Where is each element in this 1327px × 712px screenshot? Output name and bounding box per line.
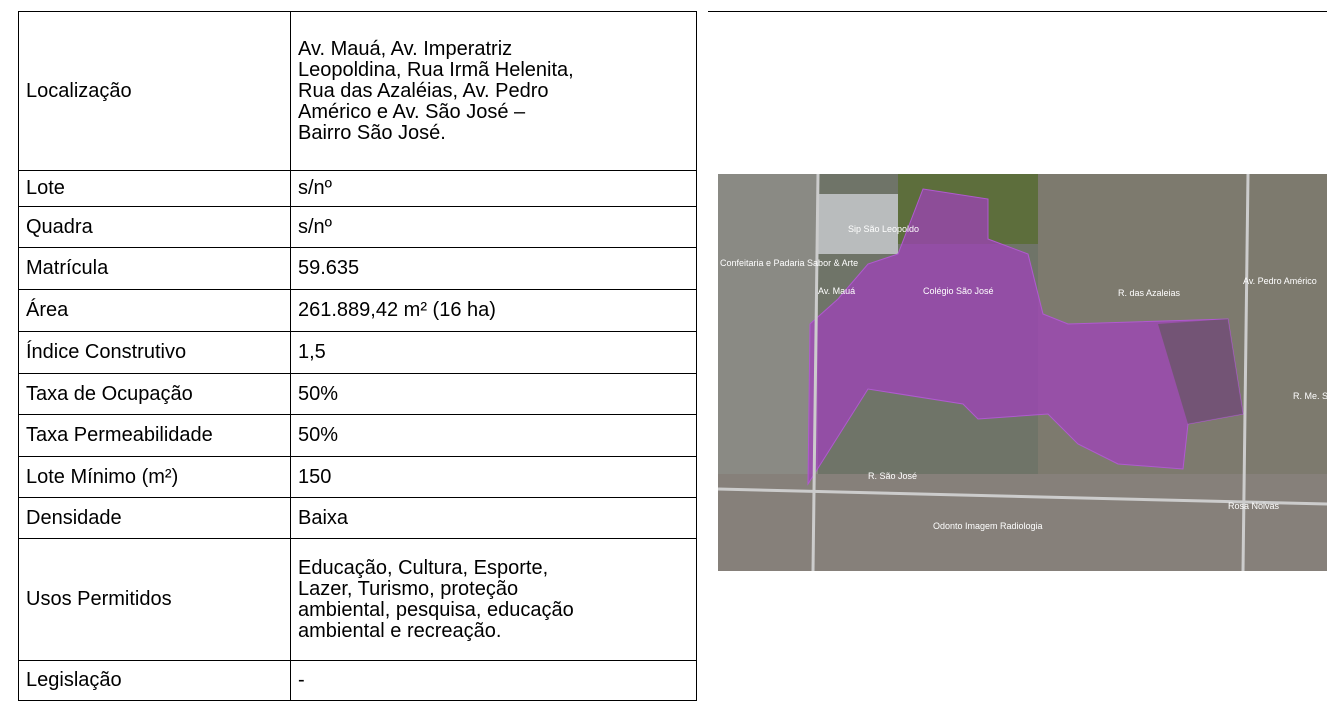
value-cell: 59.635 xyxy=(291,248,697,290)
table-row: Lote Mínimo (m²) 150 xyxy=(19,457,697,498)
label-cell: Usos Permitidos xyxy=(19,539,291,661)
cell-line: Bairro São José. xyxy=(298,123,690,144)
map-label: Colégio São José xyxy=(923,286,994,296)
value-cell: 150 xyxy=(291,457,697,498)
label-cell: Índice Construtivo xyxy=(19,332,291,374)
table-row: Lote s/nº xyxy=(19,171,697,207)
map-label: R. Me. Selina xyxy=(1293,391,1327,401)
cell-line: 59.635 xyxy=(298,258,690,279)
cell-line: 1,5 xyxy=(298,342,690,363)
table-row: Índice Construtivo 1,5 xyxy=(19,332,697,374)
value-cell: 261.889,42 m² (16 ha) xyxy=(291,290,697,332)
cell-line: Lazer, Turismo, proteção xyxy=(298,579,690,600)
table-row: Taxa de Ocupação 50% xyxy=(19,374,697,415)
cell-line: Rua das Azaléias, Av. Pedro xyxy=(298,81,690,102)
label-cell: Taxa Permeabilidade xyxy=(19,415,291,457)
cell-line: ambiental, pesquisa, educação xyxy=(298,600,690,621)
value-cell: 50% xyxy=(291,415,697,457)
table-row: Matrícula 59.635 xyxy=(19,248,697,290)
label-cell: Quadra xyxy=(19,207,291,248)
label-cell: Lote xyxy=(19,171,291,207)
cell-line: ambiental e recreação. xyxy=(298,621,690,642)
cell-line: Américo e Av. São José – xyxy=(298,102,690,123)
label-cell: Legislação xyxy=(19,661,291,701)
value-cell: Baixa xyxy=(291,498,697,539)
cell-line: 50% xyxy=(298,384,690,405)
cell-line: Baixa xyxy=(298,508,690,529)
label-cell: Matrícula xyxy=(19,248,291,290)
map-label: Sip São Leopoldo xyxy=(848,224,919,234)
map-label: R. São José xyxy=(868,471,917,481)
cell-line: 150 xyxy=(298,467,690,488)
map-label: Confeitaria e Padaria Sabor & Arte xyxy=(720,258,858,268)
value-cell: s/nº xyxy=(291,171,697,207)
cell-line: s/nº xyxy=(298,217,690,238)
table-row: Densidade Baixa xyxy=(19,498,697,539)
cell-line: Av. Mauá, Av. Imperatriz xyxy=(298,39,690,60)
cell-line: Leopoldina, Rua Irmã Helenita, xyxy=(298,60,690,81)
cell-line: - xyxy=(298,670,690,691)
cell-line: s/nº xyxy=(298,178,690,199)
table-row: Área 261.889,42 m² (16 ha) xyxy=(19,290,697,332)
cell-line: 261.889,42 m² (16 ha) xyxy=(298,300,690,321)
table-row: Legislação- xyxy=(19,661,697,701)
satellite-map: Sip São Leopoldo Colégio São José Confeita… xyxy=(718,174,1327,571)
table-row: Quadra s/nº xyxy=(19,207,697,248)
map-label: Av. Mauá xyxy=(818,286,855,296)
map-label: Av. Pedro Américo xyxy=(1243,276,1317,286)
map-label: Odonto Imagem Radiologia xyxy=(933,521,1043,531)
label-cell: Densidade xyxy=(19,498,291,539)
map-label: Rosa Noivas xyxy=(1228,501,1280,511)
cell-line: 50% xyxy=(298,425,690,446)
label-cell: Lote Mínimo (m²) xyxy=(19,457,291,498)
value-cell: - xyxy=(291,661,697,701)
value-cell: s/nº xyxy=(291,207,697,248)
table-row: Taxa Permeabilidade 50% xyxy=(19,415,697,457)
cell-line: Educação, Cultura, Esporte, xyxy=(298,558,690,579)
label-cell: Área xyxy=(19,290,291,332)
value-cell: 50% xyxy=(291,374,697,415)
label-cell: Taxa de Ocupação xyxy=(19,374,291,415)
value-cell: 1,5 xyxy=(291,332,697,374)
label-cell: Localização xyxy=(19,12,291,171)
value-cell: Educação, Cultura, Esporte,Lazer, Turism… xyxy=(291,539,697,661)
map-label: R. das Azaleias xyxy=(1118,288,1181,298)
